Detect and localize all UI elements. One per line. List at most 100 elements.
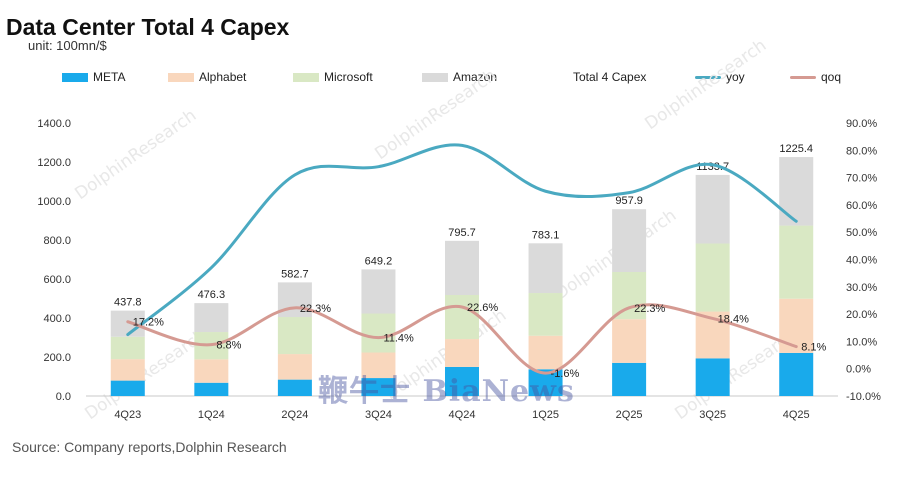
total-label: 795.7 <box>448 227 476 239</box>
bar-alphabet <box>528 335 563 370</box>
legend-label-total: Total 4 Capex <box>573 70 647 84</box>
total-label: 957.9 <box>615 195 643 207</box>
legend-item-yoy: yoy <box>695 70 745 84</box>
y2-tick-label: 90.0% <box>846 118 877 130</box>
bar-meta <box>194 382 229 396</box>
qoq-data-label: 22.3% <box>634 303 665 315</box>
x-tick-label: 4Q25 <box>783 409 810 421</box>
y-tick-label: 800.0 <box>43 235 71 247</box>
bar-alphabet <box>361 352 396 379</box>
qoq-data-label: 8.8% <box>216 340 241 352</box>
x-tick-label: 2Q24 <box>281 409 308 421</box>
legend: META Alphabet Microsoft Amazon Total 4 C… <box>0 70 904 88</box>
y-tick-label: 1200.0 <box>37 157 71 169</box>
qoq-line <box>126 303 798 375</box>
qoq-data-label: 17.2% <box>133 317 164 329</box>
y2-tick-label: 50.0% <box>846 227 877 239</box>
legend-label-qoq: qoq <box>821 70 842 84</box>
legend-swatch-yoy <box>695 75 721 79</box>
y-tick-label: 1400.0 <box>37 118 71 130</box>
y-tick-label: 600.0 <box>43 274 71 286</box>
watermark-text: DolphinResearch <box>81 326 210 425</box>
qoq-data-label: 8.1% <box>801 342 826 354</box>
bar-alphabet <box>277 354 312 380</box>
qoq-data-label: 22.3% <box>300 303 331 315</box>
x-tick-label: 1Q24 <box>198 409 225 421</box>
total-label: 1225.4 <box>779 143 813 155</box>
legend-swatch-qoq <box>790 75 816 79</box>
legend-item-microsoft: Microsoft <box>293 70 373 84</box>
legend-swatch-amazon <box>422 72 448 82</box>
bar-amazon <box>194 303 229 333</box>
x-tick-label: 2Q25 <box>616 409 643 421</box>
bar-microsoft <box>695 243 730 312</box>
y2-tick-label: 60.0% <box>846 200 877 212</box>
source-note: Source: Company reports,Dolphin Research <box>12 439 287 455</box>
legend-item-meta: META <box>62 70 125 84</box>
y-tick-label: 400.0 <box>43 313 71 325</box>
bar-amazon <box>110 310 145 337</box>
bar-microsoft <box>528 293 563 336</box>
y2-tick-label: 0.0% <box>846 364 871 376</box>
bar-amazon <box>695 174 730 244</box>
bar-amazon <box>445 240 479 295</box>
y-tick-label: 1000.0 <box>37 196 71 208</box>
x-tick-label: 4Q23 <box>114 409 141 421</box>
y2-tick-label: 10.0% <box>846 336 877 348</box>
legend-label-meta: META <box>93 70 126 84</box>
bar-alphabet <box>612 319 647 363</box>
legend-item-amazon: Amazon <box>422 70 497 84</box>
x-tick-label: 1Q25 <box>532 409 559 421</box>
bar-alphabet <box>445 339 479 367</box>
y2-tick-label: 20.0% <box>846 309 877 321</box>
y-tick-label: 0.0 <box>56 391 71 403</box>
bar-meta <box>695 358 730 396</box>
y2-tick-label: -10.0% <box>846 391 881 403</box>
legend-swatch-alphabet <box>168 72 194 82</box>
watermark-text: DolphinResearch <box>641 36 770 135</box>
legend-label-amazon: Amazon <box>453 70 498 84</box>
watermark-text: DolphinResearch <box>71 106 200 205</box>
total-label: 582.7 <box>281 268 309 280</box>
bianews-stamp: 鞭牛士 BiaNews <box>318 374 575 409</box>
qoq-data-label: -1.6% <box>551 368 580 380</box>
bar-amazon <box>528 243 563 294</box>
bar-meta <box>779 352 814 396</box>
bar-microsoft <box>361 313 396 353</box>
bar-amazon <box>779 157 814 226</box>
watermark-text: DolphinResearch <box>371 66 500 165</box>
x-tick-label: 4Q24 <box>449 409 476 421</box>
bar-meta <box>110 380 145 396</box>
bar-amazon <box>612 209 647 272</box>
qoq-data-label: 11.4% <box>383 333 414 345</box>
legend-item-total: Total 4 Capex <box>573 70 646 84</box>
legend-label-alphabet: Alphabet <box>199 70 247 84</box>
bar-alphabet <box>194 359 229 383</box>
total-label: 476.3 <box>198 289 226 301</box>
legend-item-qoq: qoq <box>790 70 841 84</box>
yoy-line <box>126 143 798 337</box>
legend-item-alphabet: Alphabet <box>168 70 246 84</box>
x-tick-label: 3Q25 <box>699 409 726 421</box>
x-tick-label: 3Q24 <box>365 409 392 421</box>
bar-microsoft <box>612 271 647 320</box>
qoq-data-label: 18.4% <box>718 313 749 325</box>
unit-label: unit: 100mn/$ <box>28 38 107 53</box>
qoq-data-label: 22.6% <box>467 302 498 314</box>
legend-swatch-meta <box>62 72 88 82</box>
legend-label-microsoft: Microsoft <box>324 70 373 84</box>
legend-label-yoy: yoy <box>726 70 745 84</box>
total-label: 437.8 <box>114 297 142 309</box>
total-label: 783.1 <box>532 229 560 241</box>
bar-alphabet <box>110 359 145 381</box>
bar-microsoft <box>445 294 479 340</box>
bar-microsoft <box>277 317 312 355</box>
y2-tick-label: 70.0% <box>846 173 877 185</box>
chart-title: Data Center Total 4 Capex <box>6 14 290 40</box>
bar-amazon <box>361 269 396 314</box>
bar-meta <box>612 362 647 396</box>
bar-meta <box>445 366 479 396</box>
y-tick-label: 200.0 <box>43 352 71 364</box>
bar-microsoft <box>779 225 814 299</box>
